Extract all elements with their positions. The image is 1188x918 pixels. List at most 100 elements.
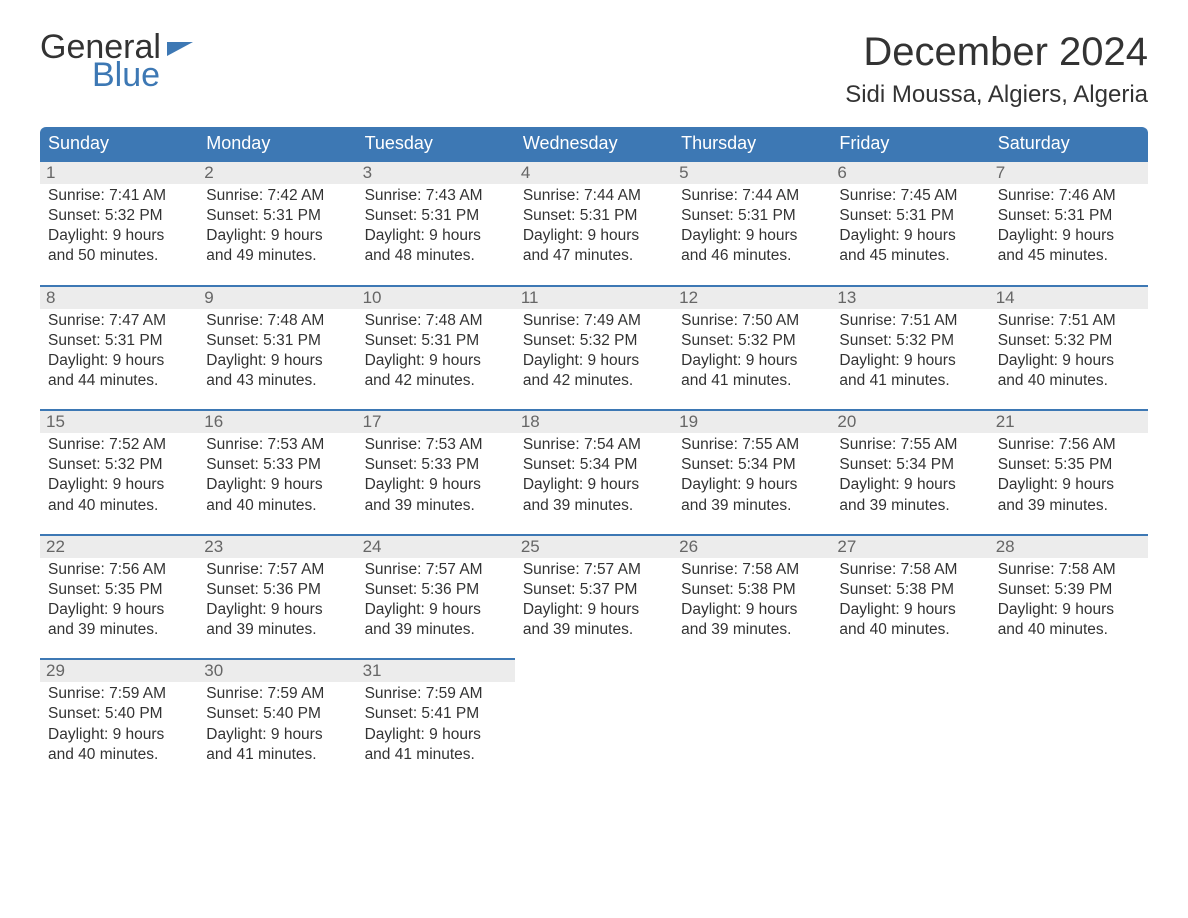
day-details: Sunrise: 7:47 AMSunset: 5:31 PMDaylight:… [48,309,190,392]
day-details: Sunrise: 7:59 AMSunset: 5:40 PMDaylight:… [48,682,190,765]
day-header: Monday [198,127,356,161]
sunrise-text: Sunrise: 7:56 AM [48,560,190,580]
sunset-text: Sunset: 5:31 PM [523,206,665,226]
sunset-text: Sunset: 5:32 PM [48,455,190,475]
day-number-cell [515,659,673,682]
daylight-line1: Daylight: 9 hours [206,725,348,745]
sunset-text: Sunset: 5:31 PM [206,331,348,351]
day-cell: Sunrise: 7:49 AMSunset: 5:32 PMDaylight:… [515,309,673,411]
daylight-line2: and 45 minutes. [839,246,981,266]
day-cell: Sunrise: 7:55 AMSunset: 5:34 PMDaylight:… [831,433,989,535]
day-number-cell: 27 [831,535,989,558]
daylight-line1: Daylight: 9 hours [206,351,348,371]
day-cell: Sunrise: 7:53 AMSunset: 5:33 PMDaylight:… [198,433,356,535]
sunrise-text: Sunrise: 7:48 AM [365,311,507,331]
day-cell: Sunrise: 7:57 AMSunset: 5:36 PMDaylight:… [198,558,356,660]
day-details: Sunrise: 7:48 AMSunset: 5:31 PMDaylight:… [365,309,507,392]
daylight-line2: and 45 minutes. [998,246,1140,266]
sunset-text: Sunset: 5:40 PM [206,704,348,724]
daylight-line1: Daylight: 9 hours [681,475,823,495]
daylight-line2: and 39 minutes. [523,620,665,640]
sunrise-text: Sunrise: 7:44 AM [523,186,665,206]
day-details: Sunrise: 7:54 AMSunset: 5:34 PMDaylight:… [523,433,665,516]
day-details: Sunrise: 7:55 AMSunset: 5:34 PMDaylight:… [839,433,981,516]
day-cell: Sunrise: 7:52 AMSunset: 5:32 PMDaylight:… [40,433,198,535]
sunset-text: Sunset: 5:31 PM [365,206,507,226]
day-number-cell: 29 [40,659,198,682]
daylight-line2: and 39 minutes. [48,620,190,640]
sunset-text: Sunset: 5:31 PM [839,206,981,226]
sunrise-text: Sunrise: 7:53 AM [206,435,348,455]
sunrise-text: Sunrise: 7:41 AM [48,186,190,206]
day-details: Sunrise: 7:56 AMSunset: 5:35 PMDaylight:… [998,433,1140,516]
location-subtitle: Sidi Moussa, Algiers, Algeria [845,81,1148,109]
daylight-line2: and 41 minutes. [681,371,823,391]
day-cell: Sunrise: 7:59 AMSunset: 5:40 PMDaylight:… [40,682,198,783]
daylight-line1: Daylight: 9 hours [681,600,823,620]
daylight-line2: and 39 minutes. [681,620,823,640]
daylight-line2: and 48 minutes. [365,246,507,266]
daylight-line2: and 40 minutes. [48,745,190,765]
daylight-line1: Daylight: 9 hours [206,600,348,620]
week-content-row: Sunrise: 7:59 AMSunset: 5:40 PMDaylight:… [40,682,1148,783]
day-number-cell: 23 [198,535,356,558]
daylight-line1: Daylight: 9 hours [998,226,1140,246]
daylight-line1: Daylight: 9 hours [365,226,507,246]
sunrise-text: Sunrise: 7:47 AM [48,311,190,331]
day-details: Sunrise: 7:59 AMSunset: 5:41 PMDaylight:… [365,682,507,765]
day-header: Saturday [990,127,1148,161]
day-details: Sunrise: 7:45 AMSunset: 5:31 PMDaylight:… [839,184,981,267]
day-cell: Sunrise: 7:45 AMSunset: 5:31 PMDaylight:… [831,184,989,286]
daylight-line1: Daylight: 9 hours [48,226,190,246]
sunset-text: Sunset: 5:32 PM [839,331,981,351]
day-details: Sunrise: 7:48 AMSunset: 5:31 PMDaylight:… [206,309,348,392]
day-details: Sunrise: 7:58 AMSunset: 5:39 PMDaylight:… [998,558,1140,641]
daylight-line1: Daylight: 9 hours [839,351,981,371]
day-number-cell: 21 [990,410,1148,433]
sunset-text: Sunset: 5:41 PM [365,704,507,724]
daylight-line2: and 40 minutes. [206,496,348,516]
day-cell: Sunrise: 7:41 AMSunset: 5:32 PMDaylight:… [40,184,198,286]
sunrise-text: Sunrise: 7:49 AM [523,311,665,331]
daylight-line1: Daylight: 9 hours [206,475,348,495]
daylight-line2: and 39 minutes. [681,496,823,516]
day-number-cell: 30 [198,659,356,682]
day-number-cell: 19 [673,410,831,433]
day-number-cell [831,659,989,682]
daylight-line2: and 39 minutes. [365,620,507,640]
sunrise-text: Sunrise: 7:55 AM [839,435,981,455]
sunrise-text: Sunrise: 7:59 AM [48,684,190,704]
day-header-row: Sunday Monday Tuesday Wednesday Thursday… [40,127,1148,161]
logo-word-2: Blue [92,58,193,92]
sunset-text: Sunset: 5:40 PM [48,704,190,724]
day-details: Sunrise: 7:42 AMSunset: 5:31 PMDaylight:… [206,184,348,267]
daylight-line2: and 40 minutes. [998,620,1140,640]
daylight-line2: and 42 minutes. [523,371,665,391]
day-cell: Sunrise: 7:57 AMSunset: 5:37 PMDaylight:… [515,558,673,660]
sunset-text: Sunset: 5:32 PM [48,206,190,226]
day-cell [990,682,1148,783]
sunrise-text: Sunrise: 7:42 AM [206,186,348,206]
sunrise-text: Sunrise: 7:56 AM [998,435,1140,455]
daylight-line2: and 39 minutes. [839,496,981,516]
day-header: Friday [831,127,989,161]
sunset-text: Sunset: 5:38 PM [839,580,981,600]
day-number-row: 293031 [40,659,1148,682]
day-number-cell: 13 [831,286,989,309]
sunset-text: Sunset: 5:37 PM [523,580,665,600]
day-cell: Sunrise: 7:56 AMSunset: 5:35 PMDaylight:… [40,558,198,660]
sunset-text: Sunset: 5:36 PM [365,580,507,600]
sunrise-text: Sunrise: 7:45 AM [839,186,981,206]
daylight-line2: and 39 minutes. [365,496,507,516]
daylight-line1: Daylight: 9 hours [998,600,1140,620]
day-number-cell: 24 [357,535,515,558]
daylight-line1: Daylight: 9 hours [998,475,1140,495]
day-number-cell: 8 [40,286,198,309]
daylight-line1: Daylight: 9 hours [523,226,665,246]
day-number-row: 891011121314 [40,286,1148,309]
day-details: Sunrise: 7:52 AMSunset: 5:32 PMDaylight:… [48,433,190,516]
day-cell: Sunrise: 7:46 AMSunset: 5:31 PMDaylight:… [990,184,1148,286]
daylight-line1: Daylight: 9 hours [48,600,190,620]
daylight-line2: and 42 minutes. [365,371,507,391]
sunrise-text: Sunrise: 7:58 AM [839,560,981,580]
